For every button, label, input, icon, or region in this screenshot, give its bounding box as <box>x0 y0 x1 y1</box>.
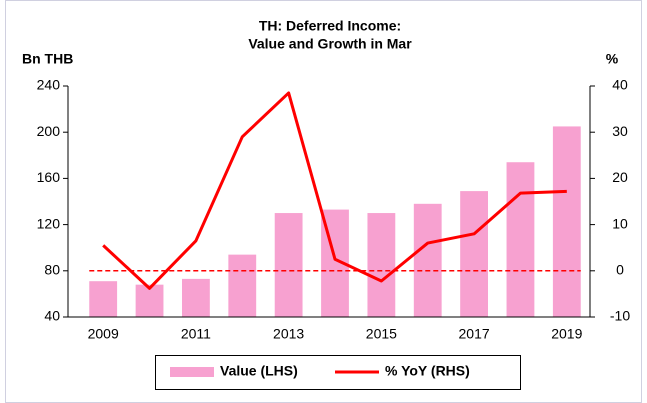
bar <box>460 191 488 317</box>
x-tick-label: 2013 <box>273 326 304 342</box>
y-axis-label: Bn THB <box>22 51 73 67</box>
bar <box>182 278 210 317</box>
x-tick-label: 2009 <box>88 326 119 342</box>
bar <box>228 254 257 317</box>
bar <box>552 126 581 317</box>
y-tick-label: 80 <box>44 262 60 278</box>
y-tick-label: 120 <box>37 215 61 231</box>
bar <box>506 162 535 317</box>
y-tick-label: 160 <box>37 169 61 185</box>
bar <box>89 281 118 317</box>
chart-title: Value and Growth in Mar <box>248 36 412 52</box>
legend-label: % YoY (RHS) <box>385 363 470 379</box>
y2-tick-label: 20 <box>612 169 628 185</box>
y-tick-label: 200 <box>37 123 61 139</box>
legend-swatch <box>170 367 214 377</box>
x-tick-label: 2019 <box>551 326 582 342</box>
x-tick-label: 2017 <box>459 326 490 342</box>
bar <box>413 203 442 317</box>
y-tick-label: 40 <box>44 308 60 324</box>
y2-tick-label: 30 <box>612 123 628 139</box>
y2-tick-label: -10 <box>610 308 630 324</box>
chart-border <box>5 0 642 403</box>
y2-axis-label: % <box>606 51 619 67</box>
y2-tick-label: 40 <box>612 77 628 93</box>
chart-title: TH: Deferred Income: <box>259 18 401 34</box>
x-tick-label: 2015 <box>366 326 397 342</box>
x-tick-label: 2011 <box>181 326 211 342</box>
bar <box>367 213 396 317</box>
y2-tick-label: 10 <box>612 215 628 231</box>
bar <box>135 284 164 317</box>
y-tick-label: 240 <box>37 77 61 93</box>
line <box>102 91 567 290</box>
y2-tick-label: 0 <box>616 262 624 278</box>
bar <box>274 213 303 317</box>
legend-label: Value (LHS) <box>220 363 298 379</box>
